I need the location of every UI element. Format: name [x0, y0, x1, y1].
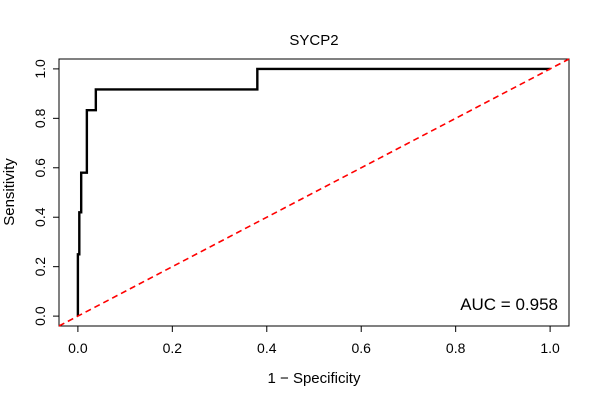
y-tick-label: 0.4	[32, 207, 48, 227]
x-tick-label: 0.4	[257, 340, 277, 356]
x-tick-label: 0.6	[351, 340, 371, 356]
x-tick-label: 0.2	[163, 340, 183, 356]
reference-diagonal	[58, 58, 570, 327]
plot-frame	[58, 58, 570, 327]
x-tick-label: 0.0	[68, 340, 88, 356]
chart-title: SYCP2	[289, 32, 338, 49]
y-tick-label: 0.0	[32, 306, 48, 326]
y-tick-label: 0.2	[32, 257, 48, 277]
y-tick-label: 1.0	[32, 59, 48, 79]
x-tick-label: 0.8	[446, 340, 466, 356]
x-tick-label: 1.0	[540, 340, 560, 356]
x-axis: 0.0 0.2 0.4 0.6 0.8 1.0	[68, 325, 560, 356]
series-layer	[58, 58, 570, 327]
auc-annotation: AUC = 0.958	[460, 295, 558, 314]
y-tick-label: 0.8	[32, 108, 48, 128]
x-axis-label: 1 − Specificity	[268, 370, 361, 387]
y-axis-label: Sensitivity	[1, 158, 18, 226]
y-tick-label: 0.6	[32, 158, 48, 178]
y-axis: 0.0 0.2 0.4 0.6 0.8 1.0	[32, 59, 60, 326]
roc-curve	[76, 67, 551, 317]
